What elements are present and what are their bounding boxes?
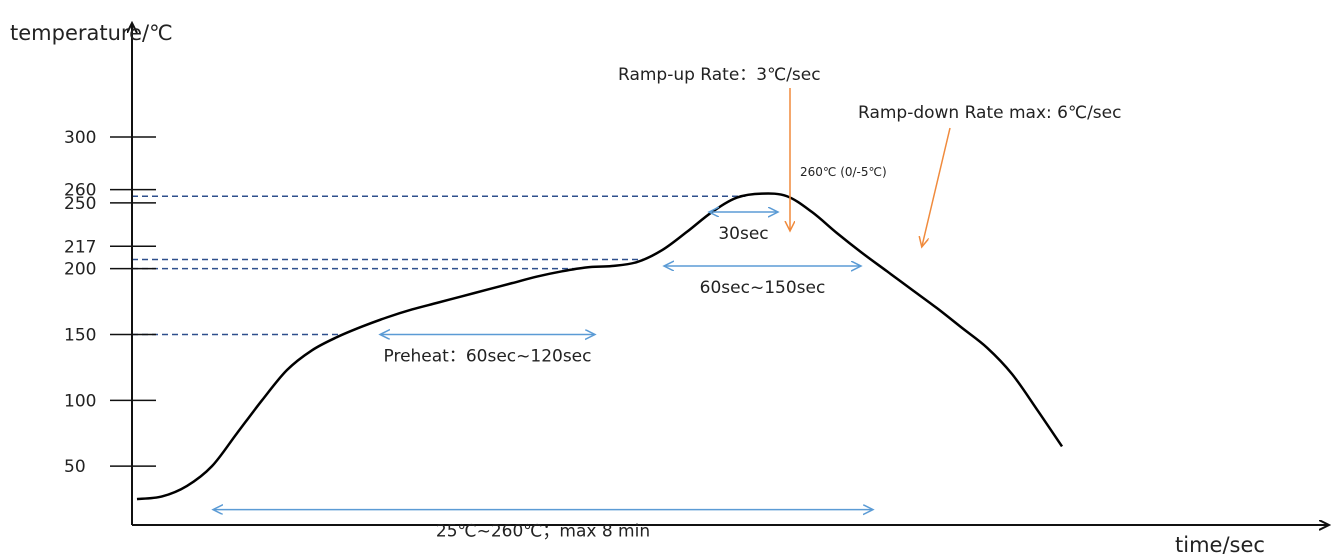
span-label: 25℃~260℃；max 8 min [436,522,650,542]
temperature-curve [136,192,1064,501]
y-tick-label: 50 [64,457,86,477]
y-tick-label: 200 [64,260,96,280]
time-span-arrows: 30sec 60sec~150sec Preheat：60sec~120sec 25℃… [214,212,872,542]
x-axis-label: time/sec [1175,533,1265,556]
y-axis-label: temperature/℃ [10,21,173,45]
span-label: Preheat：60sec~120sec [384,346,592,366]
span-label: 60sec~150sec [700,278,826,298]
y-tick-label: 100 [64,391,96,411]
y-tick-label: 300 [64,128,96,148]
peak-temperature-note: 260℃ (0/-5℃) [800,165,887,179]
ramp-down-arrow [922,127,951,246]
reference-lines [132,195,746,336]
y-tick-label: 150 [64,325,96,345]
ramp-down-note: Ramp-down Rate max: 6℃/sec [858,103,1121,123]
y-tick-label: 217 [64,237,96,257]
y-tick-label: 250 [64,194,96,214]
ramp-up-note: Ramp-up Rate：3℃/sec [618,65,821,85]
span-label: 30sec [718,224,768,244]
y-tick-label: 260 [64,181,96,201]
